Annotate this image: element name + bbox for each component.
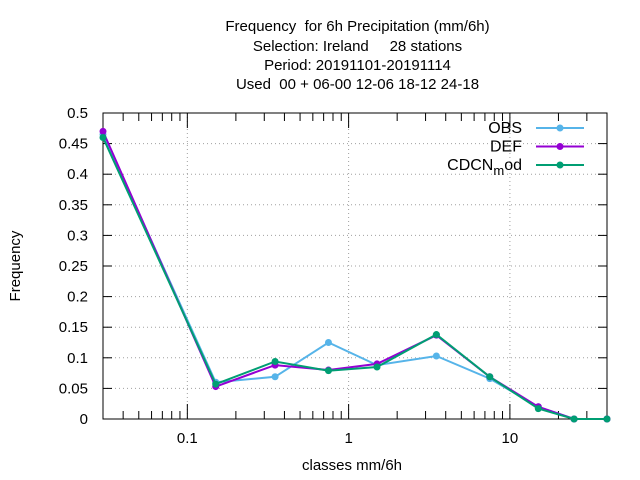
chart-title-line-2: Selection: Ireland 28 stations bbox=[252, 38, 463, 55]
y-axis-label: Frequency bbox=[7, 230, 24, 301]
x-tick-label: 10 bbox=[502, 430, 519, 447]
chart-title-line-4: Used 00 + 06-00 12-06 18-12 24-18 bbox=[235, 76, 480, 93]
y-tick-label: 0.4 bbox=[67, 166, 88, 183]
data-point-cdcn bbox=[534, 405, 542, 413]
data-point-cdcn bbox=[373, 363, 381, 371]
y-tick-label: 0.25 bbox=[59, 258, 88, 275]
legend-label-def: DEF bbox=[490, 139, 522, 156]
data-point-cdcn bbox=[99, 133, 107, 141]
plot-frame bbox=[102, 112, 608, 420]
y-tick-label: 0.5 bbox=[67, 105, 88, 122]
data-point-cdcn bbox=[212, 380, 220, 388]
data-point-def bbox=[99, 127, 107, 135]
data-point-cdcn bbox=[486, 373, 494, 381]
data-point-obs bbox=[271, 373, 279, 381]
legend-marker-cdcn bbox=[556, 161, 564, 169]
chart-title-line-3: Period: 20191101-20191114 bbox=[264, 57, 451, 74]
series-line-cdcn bbox=[102, 137, 607, 420]
y-tick-label: 0.1 bbox=[67, 350, 88, 367]
y-tick-label: 0.35 bbox=[59, 197, 88, 214]
series-lines bbox=[99, 127, 611, 423]
y-tick-label: 0.15 bbox=[59, 319, 88, 336]
data-point-cdcn bbox=[271, 357, 279, 365]
legend-marker-obs bbox=[556, 124, 564, 132]
data-point-cdcn bbox=[432, 331, 440, 339]
tick-labels: 0 0.05 0.1 0.15 0.2 0.25 0.3 0.35 0.4 0.45 0.5 0.1 1… bbox=[59, 105, 518, 447]
data-point-obs bbox=[432, 352, 440, 360]
data-point-obs bbox=[324, 339, 332, 346]
data-point-cdcn bbox=[603, 415, 611, 423]
y-tick-label: 0.2 bbox=[67, 289, 88, 306]
data-point-cdcn bbox=[570, 415, 578, 423]
grid-lines bbox=[103, 113, 607, 419]
chart-title-line-1: Frequency for 6h Precipitation (mm/6h) bbox=[225, 18, 490, 35]
y-tick-label: 0.05 bbox=[59, 380, 88, 397]
y-tick-label: 0 bbox=[80, 411, 88, 428]
x-axis-label: classes mm/6h bbox=[302, 457, 402, 474]
series-line-obs bbox=[102, 133, 607, 420]
legend-marker-def bbox=[556, 143, 564, 150]
legend-label-obs: OBS bbox=[488, 120, 522, 137]
x-tick-label: 0.1 bbox=[177, 430, 198, 447]
data-point-cdcn bbox=[324, 367, 332, 375]
y-tick-label: 0.3 bbox=[67, 227, 88, 244]
y-tick-label: 0.45 bbox=[59, 136, 88, 153]
legend-label-cdcn: CDCNmod bbox=[447, 157, 522, 178]
x-tick-label: 1 bbox=[344, 430, 352, 447]
